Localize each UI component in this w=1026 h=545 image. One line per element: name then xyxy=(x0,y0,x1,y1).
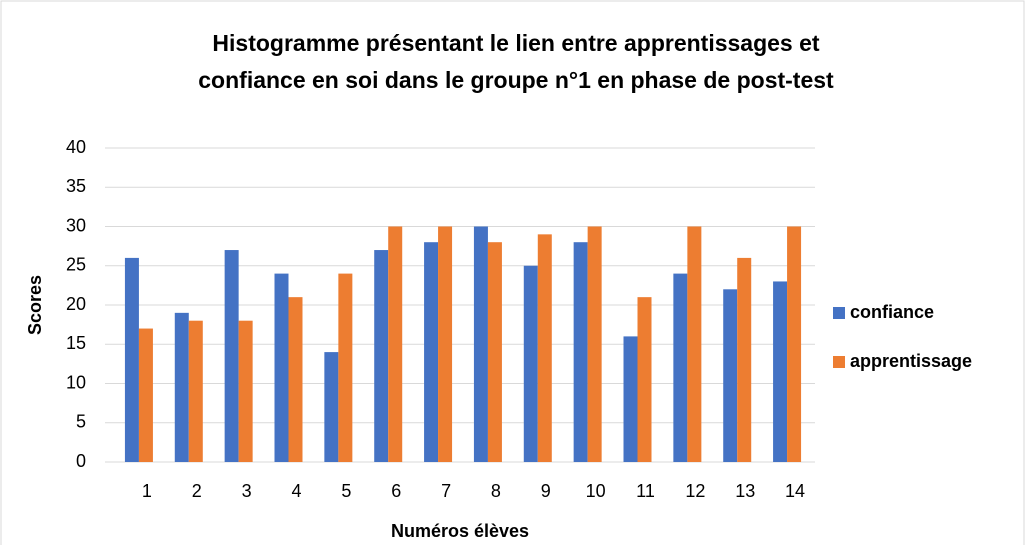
x-tick-label: 14 xyxy=(785,481,805,501)
bar xyxy=(174,312,189,462)
bar xyxy=(188,320,203,462)
bar xyxy=(388,226,403,462)
bar xyxy=(723,289,738,462)
x-tick-label: 2 xyxy=(192,481,202,501)
x-tick-label: 4 xyxy=(291,481,301,501)
x-tick-label: 1 xyxy=(142,481,152,501)
y-tick-label: 40 xyxy=(66,137,86,157)
bar xyxy=(687,226,702,462)
y-tick-label: 5 xyxy=(76,412,86,432)
x-tick-label: 12 xyxy=(685,481,705,501)
chart-title: Histogramme présentant le lien entre app… xyxy=(212,30,819,56)
x-tick-label: 10 xyxy=(586,481,606,501)
bar xyxy=(124,257,139,462)
bar xyxy=(537,234,552,462)
y-tick-label: 10 xyxy=(66,372,86,392)
x-tick-label: 11 xyxy=(636,481,655,501)
bar xyxy=(224,250,239,462)
bar xyxy=(623,336,638,462)
y-tick-label: 0 xyxy=(76,451,86,471)
bar xyxy=(773,281,788,462)
chart-title: confiance en soi dans le groupe n°1 en p… xyxy=(198,67,834,93)
y-tick-label: 20 xyxy=(66,294,86,314)
bar xyxy=(288,297,303,462)
x-tick-label: 5 xyxy=(341,481,351,501)
y-tick-label: 30 xyxy=(66,215,86,235)
bar xyxy=(324,352,339,462)
x-axis-label: Numéros élèves xyxy=(391,521,529,541)
bar xyxy=(338,273,353,462)
bar xyxy=(438,226,453,462)
bar xyxy=(374,250,389,462)
bar xyxy=(424,242,439,462)
legend-swatch xyxy=(833,356,845,368)
bar xyxy=(523,265,538,462)
bar xyxy=(473,226,488,462)
bar xyxy=(573,242,588,462)
bar xyxy=(637,297,652,462)
x-tick-label: 7 xyxy=(441,481,451,501)
bar xyxy=(673,273,688,462)
bar xyxy=(274,273,289,462)
bar xyxy=(487,242,502,462)
bar xyxy=(587,226,602,462)
x-tick-label: 3 xyxy=(242,481,252,501)
y-axis-label: Scores xyxy=(25,275,45,335)
legend-swatch xyxy=(833,307,845,319)
y-tick-label: 25 xyxy=(66,255,86,275)
legend-label: confiance xyxy=(850,302,934,322)
y-tick-label: 15 xyxy=(66,333,86,353)
x-tick-label: 13 xyxy=(735,481,755,501)
bar xyxy=(737,257,752,462)
bar xyxy=(138,328,153,462)
x-tick-label: 8 xyxy=(491,481,501,501)
y-tick-label: 35 xyxy=(66,176,86,196)
x-tick-label: 9 xyxy=(541,481,551,501)
bar xyxy=(787,226,802,462)
bar xyxy=(238,320,253,462)
legend-label: apprentissage xyxy=(850,351,972,371)
x-tick-label: 6 xyxy=(391,481,401,501)
